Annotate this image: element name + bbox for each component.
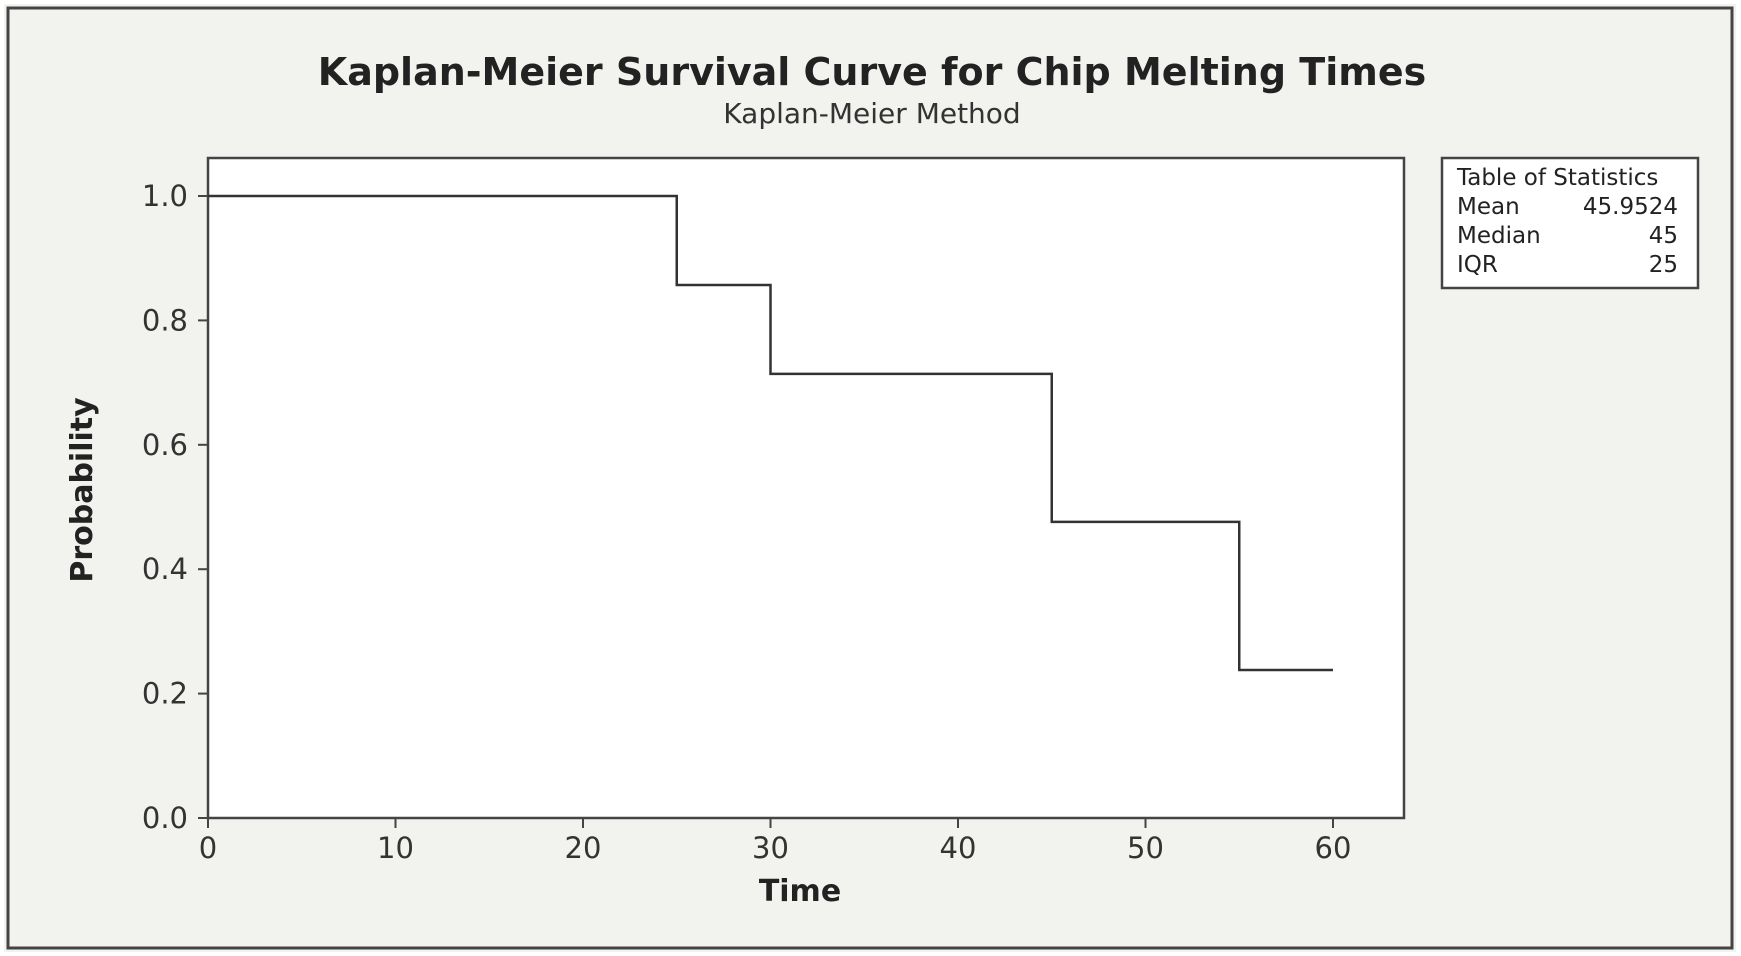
y-tick-label: 1.0 xyxy=(142,179,188,213)
statistics-table-box xyxy=(1440,156,1700,290)
stat-median-value: 45 xyxy=(1649,223,1678,249)
x-tick-label: 30 xyxy=(752,831,789,865)
chart-subtitle: Kaplan-Meier Method xyxy=(723,97,1020,130)
chart-title: Kaplan-Meier Survival Curve for Chip Mel… xyxy=(318,50,1426,94)
y-tick-label: 0.6 xyxy=(142,428,188,462)
stat-median-label: Median xyxy=(1457,223,1541,249)
x-tick-label: 20 xyxy=(565,831,602,865)
statistics-table-title: Table of Statistics xyxy=(1456,165,1658,191)
chart-outer-frame xyxy=(6,6,1734,950)
plot-area xyxy=(206,156,1406,820)
x-axis-label: Time xyxy=(759,874,841,909)
y-tick-label: 0.2 xyxy=(142,677,188,711)
stat-iqr-value: 25 xyxy=(1649,252,1678,278)
stat-iqr-label: IQR xyxy=(1457,252,1498,278)
x-tick-label: 50 xyxy=(1127,831,1164,865)
x-tick-label: 0 xyxy=(199,831,217,865)
x-tick-label: 10 xyxy=(377,831,414,865)
y-axis-ticks: 0.0 0.2 0.4 0.6 0.8 1.0 xyxy=(142,179,208,835)
statistics-table: Table of Statistics Mean 45.9524 Median … xyxy=(1440,156,1700,290)
x-tick-label: 60 xyxy=(1315,831,1352,865)
stat-mean-value: 45.9524 xyxy=(1583,194,1678,220)
x-tick-label: 40 xyxy=(940,831,977,865)
x-axis-ticks: 0 10 20 30 40 50 60 xyxy=(199,818,1352,865)
stat-mean-label: Mean xyxy=(1457,194,1520,220)
y-tick-label: 0.4 xyxy=(142,552,188,586)
y-tick-label: 0.8 xyxy=(142,303,188,337)
y-tick-label: 0.0 xyxy=(142,801,188,835)
survival-curve-line xyxy=(208,194,1333,672)
y-axis-label: Probability xyxy=(65,397,100,583)
